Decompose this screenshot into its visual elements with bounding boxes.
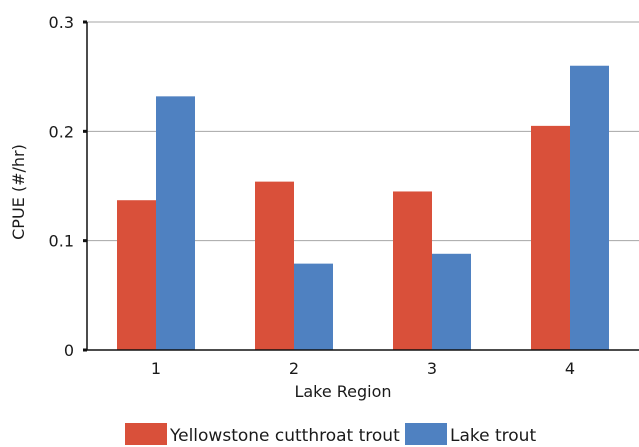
x-tick-label: 1	[151, 359, 161, 378]
bar-lake-trout-region-1	[156, 96, 195, 350]
legend-label-lake-trout: Lake trout	[450, 426, 536, 446]
bars	[117, 65, 609, 350]
bar-cutthroat-region-2	[255, 181, 294, 350]
y-tick-mark	[83, 348, 87, 352]
bar-lake-trout-region-3	[432, 253, 471, 350]
legend: Yellowstone cutthroat trout Lake trout	[125, 423, 536, 446]
bar-cutthroat-region-4	[531, 125, 570, 350]
bar-cutthroat-region-3	[393, 191, 432, 350]
legend-swatch-lake-trout	[405, 423, 447, 445]
y-tick-mark	[83, 129, 87, 133]
x-tick-label: 4	[565, 359, 575, 378]
bar-cutthroat-region-1	[117, 200, 156, 350]
y-tick-labels: 0 0.1 0.2 0.3	[49, 13, 74, 360]
bar-lake-trout-region-4	[570, 65, 609, 350]
y-tick-mark	[83, 239, 87, 243]
legend-label-cutthroat: Yellowstone cutthroat trout	[169, 426, 400, 446]
y-tick-mark	[83, 20, 87, 24]
y-tick-label: 0.2	[49, 122, 74, 141]
legend-swatch-cutthroat	[125, 423, 167, 445]
x-tick-label: 3	[427, 359, 437, 378]
y-tick-label: 0	[64, 341, 74, 360]
x-tick-label: 2	[289, 359, 299, 378]
bar-lake-trout-region-2	[294, 263, 333, 350]
x-tick-labels: 1 2 3 4	[151, 359, 575, 378]
y-tick-label: 0.1	[49, 232, 74, 251]
y-tick-label: 0.3	[49, 13, 74, 32]
y-axis-title: CPUE (#/hr)	[9, 144, 28, 240]
x-axis-title: Lake Region	[294, 382, 391, 401]
axes	[83, 20, 639, 352]
